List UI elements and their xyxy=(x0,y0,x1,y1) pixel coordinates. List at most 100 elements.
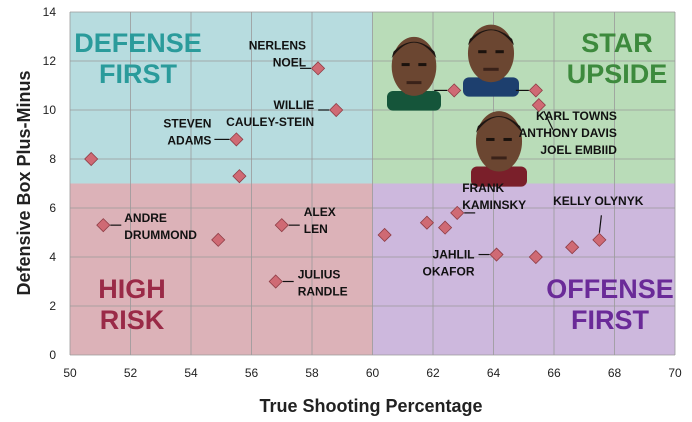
player-photo-brow xyxy=(418,63,427,67)
quadrant-labels: DEFENSEFIRSTSTARUPSIDEHIGHRISKOFFENSEFIR… xyxy=(74,28,674,335)
point-label: JOEL EMBIID xyxy=(540,143,617,157)
point-label: DRUMMOND xyxy=(124,228,197,242)
data-point xyxy=(84,151,99,167)
quadrant-offense-first xyxy=(372,183,675,355)
player-photo-jersey xyxy=(471,166,527,187)
player-photo-jersey xyxy=(463,77,519,97)
quadrant-label-high-risk: RISK xyxy=(100,305,165,335)
point-label: ANTHONY DAVIS xyxy=(519,126,617,140)
data-point xyxy=(438,220,453,235)
player-photo-head xyxy=(391,36,437,96)
player-photo-mouth xyxy=(483,67,499,71)
y-tick-label: 2 xyxy=(49,299,56,313)
y-tick-label: 0 xyxy=(49,348,56,362)
data-point xyxy=(528,249,543,265)
point-label: ALEX xyxy=(304,205,336,219)
data-point xyxy=(96,218,111,233)
x-tick-label: 66 xyxy=(547,366,561,380)
player-photo-hair xyxy=(475,116,523,133)
label-leader-line xyxy=(598,215,602,233)
point-label: FRANK xyxy=(462,181,504,195)
data-point xyxy=(565,240,580,255)
player-photo-brow xyxy=(401,63,410,67)
quadrant-label-star-upside: UPSIDE xyxy=(567,59,668,89)
x-tick-label: 56 xyxy=(245,366,259,380)
data-point xyxy=(329,102,344,118)
data-point xyxy=(531,98,546,113)
y-tick-label: 12 xyxy=(43,54,57,68)
x-tick-label: 62 xyxy=(426,366,440,380)
player-photo-head xyxy=(475,111,523,172)
data-point xyxy=(274,218,289,233)
data-points xyxy=(84,61,607,289)
point-label: NERLENS xyxy=(249,38,306,52)
player-photos xyxy=(387,24,527,187)
quadrant-label-high-risk: HIGH xyxy=(98,274,166,304)
quadrant-label-star-upside: STAR xyxy=(581,28,653,58)
player-photo-brow xyxy=(478,50,487,54)
point-label: LEN xyxy=(304,222,328,236)
data-point xyxy=(489,247,504,262)
quadrant-defense-first xyxy=(70,12,373,184)
point-label: JAHLIL xyxy=(433,248,475,262)
x-tick-label: 68 xyxy=(608,366,622,380)
player-photo-jersey xyxy=(387,90,441,111)
point-label: KARL TOWNS xyxy=(536,109,617,123)
data-point xyxy=(377,227,392,243)
data-point xyxy=(268,274,283,289)
player-photo-brow xyxy=(495,50,504,54)
player-photo-brow xyxy=(486,137,495,141)
point-label: OKAFOR xyxy=(423,265,475,279)
point-label: NOEL xyxy=(273,55,306,69)
point-label: WILLIE xyxy=(274,98,315,112)
point-label: ANDRE xyxy=(124,211,167,225)
point-label: KAMINSKY xyxy=(462,198,526,212)
quadrant-high-risk xyxy=(70,183,373,355)
x-axis-ticks: 50 52 54 56 58 60 62 64 66 68 70 xyxy=(63,366,682,380)
player-photo-brow xyxy=(503,137,512,141)
point-label: KELLY OLYNYK xyxy=(553,194,644,208)
label-leader-lines xyxy=(110,67,602,283)
y-tick-label: 4 xyxy=(49,250,56,264)
quadrant-label-defense-first: FIRST xyxy=(99,59,178,89)
data-point xyxy=(232,169,247,184)
player-photo-hair xyxy=(391,41,437,59)
data-point xyxy=(592,232,607,247)
point-labels: ANDRE DRUMMOND STEVEN ADAMS JULIUS RANDLE ALEX… xyxy=(124,38,643,298)
player-photo xyxy=(463,24,519,97)
y-tick-label: 10 xyxy=(43,103,57,117)
player-photo xyxy=(471,111,527,187)
point-label: JULIUS xyxy=(298,268,341,282)
y-tick-label: 6 xyxy=(49,201,56,215)
x-tick-label: 58 xyxy=(305,366,319,380)
player-photo-mouth xyxy=(406,81,422,85)
player-photo-mouth xyxy=(491,156,507,160)
data-point xyxy=(211,232,226,247)
player-photo xyxy=(387,36,441,111)
y-tick-label: 14 xyxy=(43,5,57,19)
data-point xyxy=(310,61,326,76)
quadrant-label-offense-first: FIRST xyxy=(571,305,650,335)
point-label: CAULEY-STEIN xyxy=(226,115,314,129)
y-tick-label: 8 xyxy=(49,152,56,166)
x-tick-label: 54 xyxy=(184,366,198,380)
x-tick-label: 50 xyxy=(63,366,77,380)
x-tick-label: 60 xyxy=(366,366,380,380)
x-tick-label: 64 xyxy=(487,366,501,380)
quadrant-backgrounds xyxy=(70,12,675,355)
data-point xyxy=(419,215,435,230)
quadrant-label-offense-first: OFFENSE xyxy=(546,274,674,304)
player-photo-hair xyxy=(467,29,515,46)
grid-lines xyxy=(69,11,676,356)
x-tick-label: 70 xyxy=(668,366,682,380)
y-axis-ticks: 0 2 4 6 8 10 12 14 xyxy=(43,5,57,362)
quadrant-label-defense-first: DEFENSE xyxy=(74,28,202,58)
data-point xyxy=(229,132,244,147)
x-tick-label: 52 xyxy=(124,366,138,380)
data-point xyxy=(528,83,543,98)
label-leader-line xyxy=(543,110,554,130)
point-label: ADAMS xyxy=(167,133,211,147)
data-point xyxy=(450,205,465,220)
data-point xyxy=(447,83,462,98)
